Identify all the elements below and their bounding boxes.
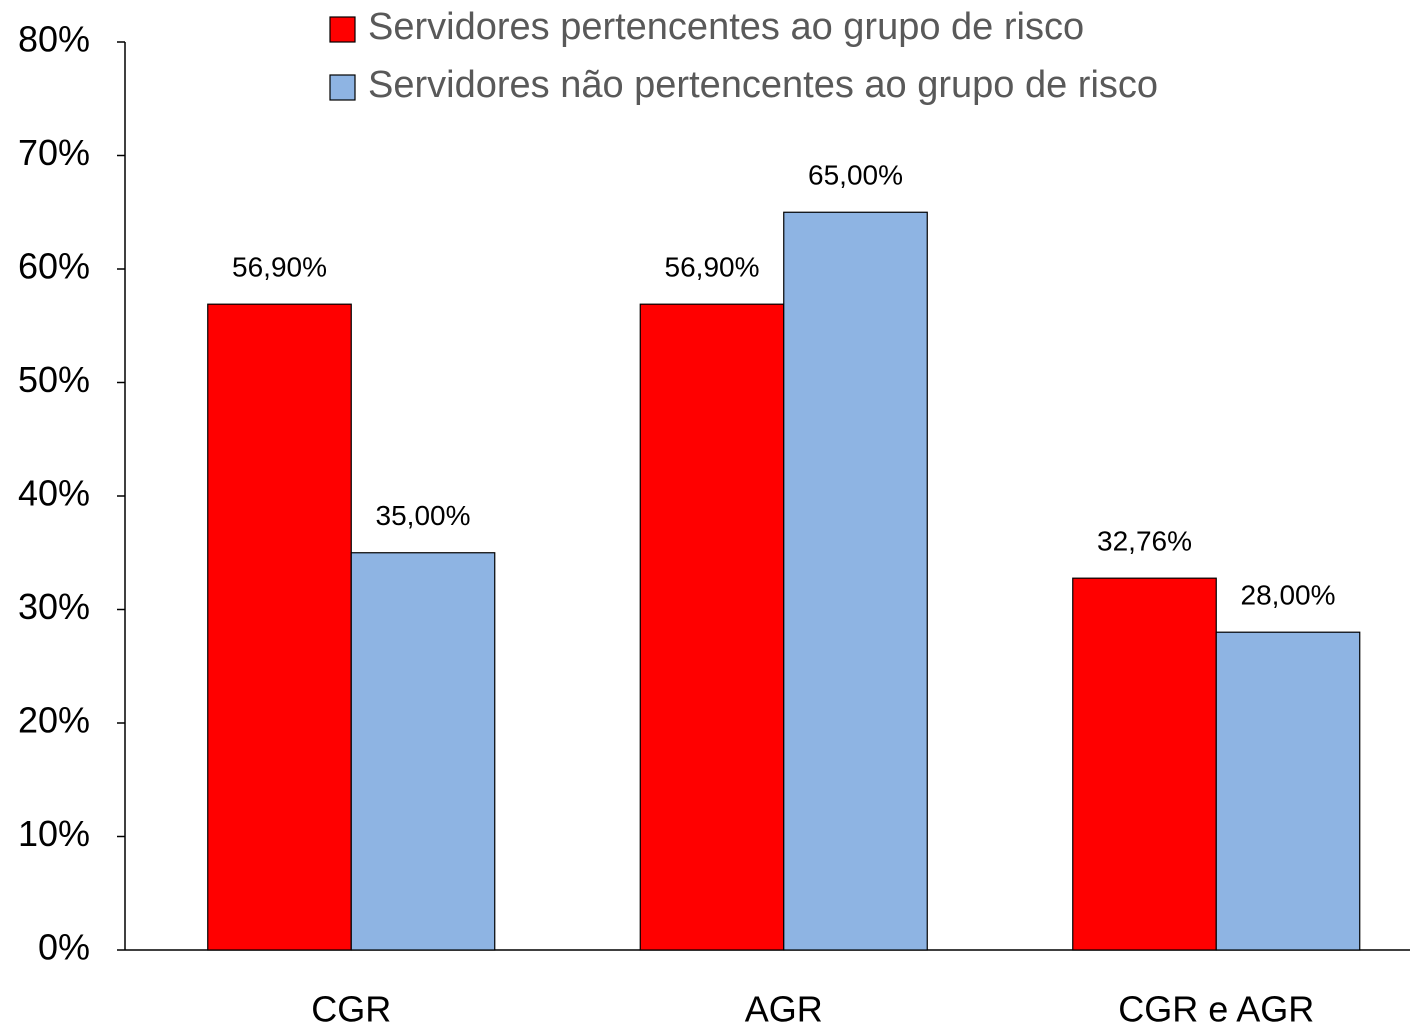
bar	[350, 552, 496, 951]
value-label: 28,00%	[1241, 580, 1336, 611]
bar	[639, 303, 785, 951]
y-tick-label: 80%	[18, 19, 90, 60]
legend-swatch	[329, 16, 356, 43]
y-tick-label: 30%	[18, 586, 90, 627]
y-tick-label: 10%	[18, 813, 90, 854]
y-tick-label: 50%	[18, 359, 90, 400]
legend-swatch	[329, 74, 356, 101]
x-tick-label: CGR	[311, 989, 391, 1030]
value-label: 32,76%	[1097, 526, 1192, 557]
y-tick-label: 40%	[18, 473, 90, 514]
value-label: 56,90%	[665, 252, 760, 283]
bar	[1072, 577, 1217, 951]
y-tick-label: 70%	[18, 132, 90, 173]
legend-label: Servidores não pertencentes ao grupo de …	[368, 64, 1158, 106]
x-tick-label: CGR e AGR	[1118, 989, 1314, 1030]
bar	[783, 211, 928, 951]
y-tick-label: 0%	[38, 927, 90, 968]
legend-label: Servidores pertencentes ao grupo de risc…	[368, 6, 1084, 48]
value-label: 65,00%	[808, 160, 903, 191]
x-tick-label: AGR	[745, 989, 823, 1030]
value-label: 35,00%	[376, 500, 471, 531]
bar	[1215, 631, 1361, 951]
y-tick-label: 60%	[18, 246, 90, 287]
y-tick-label: 20%	[18, 700, 90, 741]
value-label: 56,90%	[232, 252, 327, 283]
bar	[207, 303, 352, 951]
